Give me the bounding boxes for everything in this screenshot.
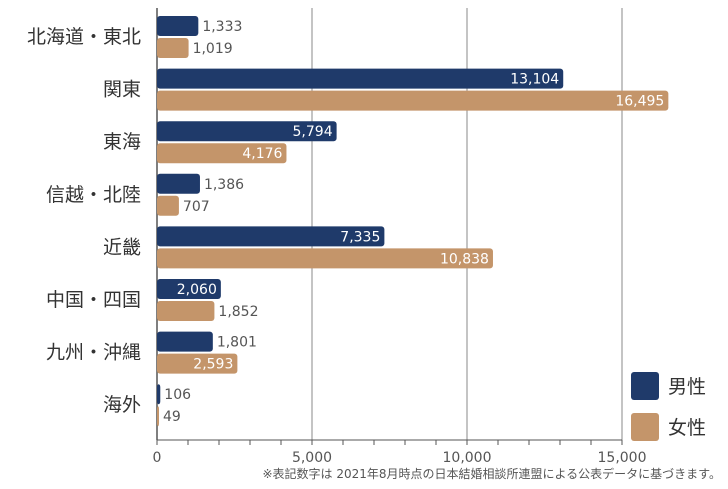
bar-male	[157, 331, 213, 352]
data-label-female: 10,838	[440, 251, 489, 267]
footnote: ※表記数字は 2021年8月時点の日本結婚相談所連盟による公表データに基づきます…	[262, 467, 722, 481]
bar-male	[157, 16, 199, 36]
bar-male	[157, 173, 200, 194]
x-tick-label: 0	[153, 450, 162, 466]
legend-label-female: 女性	[668, 417, 706, 439]
bar-male	[157, 384, 161, 405]
data-label-male: 1,801	[217, 335, 257, 351]
category-label: 中国・四国	[46, 289, 141, 311]
x-tick-label: 15,000	[598, 450, 647, 466]
bar-female	[157, 301, 215, 321]
category-label: 近畿	[103, 236, 141, 258]
data-label-female: 1,852	[218, 304, 258, 320]
data-label-female: 49	[163, 409, 181, 425]
legend-swatch-female	[631, 413, 659, 441]
category-label: 信越・北陸	[46, 184, 141, 206]
data-label-male: 7,335	[340, 229, 380, 245]
x-tick-label: 10,000	[443, 450, 492, 466]
data-label-male: 13,104	[510, 72, 559, 88]
data-label-female: 707	[183, 199, 210, 215]
data-label-male: 2,060	[177, 282, 217, 298]
bar-male	[157, 279, 221, 299]
data-label-female: 1,019	[193, 41, 233, 57]
category-label: 海外	[103, 394, 141, 416]
data-label-female: 2,593	[193, 357, 233, 373]
bar-female	[157, 406, 159, 427]
legend-swatch-male	[631, 372, 659, 400]
category-label: 東海	[103, 131, 141, 153]
category-label: 北海道・東北	[27, 26, 141, 48]
bar-female	[157, 90, 669, 111]
category-label: 関東	[103, 79, 141, 101]
bar-male	[157, 68, 564, 89]
data-label-male: 1,386	[204, 177, 244, 193]
bar-male	[157, 121, 337, 142]
data-label-male: 1,333	[202, 19, 242, 35]
category-label: 九州・沖縄	[46, 342, 141, 364]
bar-female	[157, 353, 238, 374]
data-label-female: 16,495	[615, 94, 664, 110]
bar-female	[157, 248, 493, 269]
bar-female	[157, 38, 189, 58]
data-label-male: 106	[164, 387, 191, 403]
bar-female	[157, 195, 179, 216]
bar-female	[157, 143, 287, 164]
x-tick-label: 5,000	[292, 450, 332, 466]
bar-male	[157, 226, 385, 247]
legend-label-male: 男性	[668, 376, 706, 398]
data-label-male: 5,794	[293, 124, 333, 140]
data-label-female: 4,176	[242, 146, 282, 162]
